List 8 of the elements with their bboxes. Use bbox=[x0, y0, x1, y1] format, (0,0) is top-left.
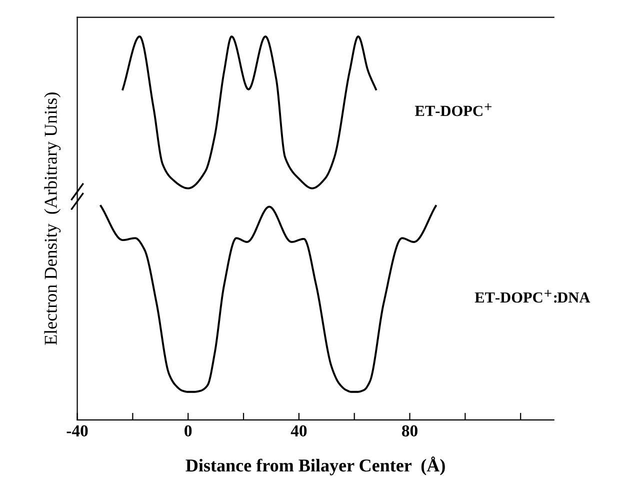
x-tick-label: 40 bbox=[290, 425, 307, 436]
x-tick-label: -40 bbox=[66, 425, 88, 436]
y-axis-title: Electron Density (Arbitrary Units) bbox=[44, 92, 61, 345]
text: ET-DOPC$^{+}$ bbox=[415, 103, 492, 116]
x-tick-label: 80 bbox=[402, 425, 418, 436]
x-tick-label: 0 bbox=[184, 425, 192, 436]
x-axis-title: Distance from Bilayer Center (Å) bbox=[186, 456, 445, 476]
text: ET-DOPC$^{+}$:DNA bbox=[474, 290, 590, 303]
